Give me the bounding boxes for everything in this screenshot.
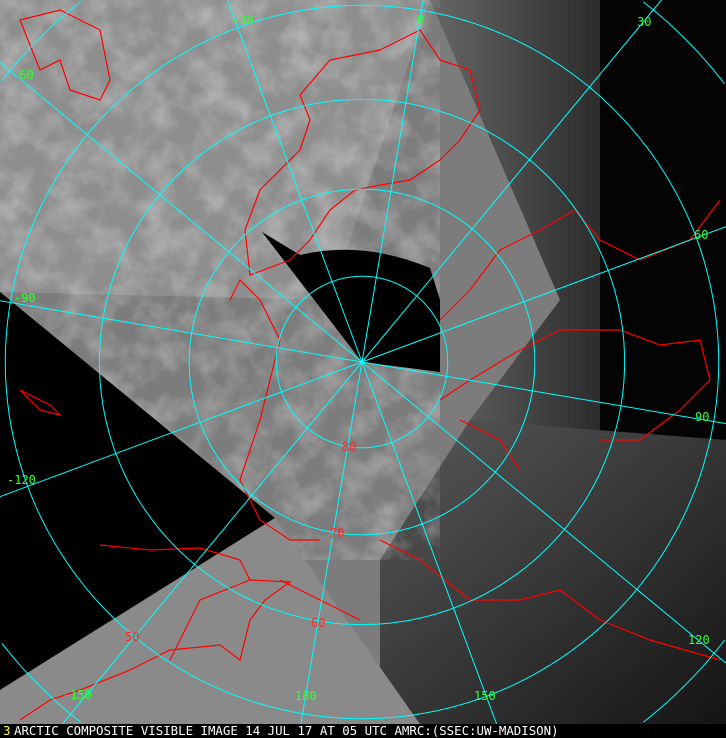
latitude-circle	[1, 1, 82, 82]
frame-number: 3	[3, 723, 11, 738]
latitude-label: 50	[125, 630, 140, 644]
longitude-meridian	[361, 361, 498, 724]
longitude-meridian	[0, 361, 363, 498]
longitude-label: 30	[637, 15, 652, 29]
latitude-circle	[642, 639, 725, 723]
latitude-label: 70	[330, 526, 345, 540]
longitude-label: 0	[417, 13, 425, 27]
coastline-greenland	[244, 29, 481, 276]
no-data-wedge	[0, 292, 275, 690]
coastline-bering	[169, 579, 361, 661]
longitude-label: 150	[474, 689, 496, 703]
coastline-siberia-east	[379, 539, 721, 661]
latitude-circle	[275, 275, 449, 449]
longitude-meridian	[361, 0, 424, 363]
longitude-label: 120	[688, 633, 710, 647]
longitude-meridian	[0, 300, 363, 363]
coastline-island	[19, 389, 62, 417]
longitude-label: 90	[695, 410, 710, 424]
longitude-label: -30	[232, 13, 254, 27]
longitude-meridian	[361, 0, 662, 363]
longitude-label: -150	[63, 688, 92, 702]
latitude-circle	[188, 188, 536, 536]
longitude-meridian	[62, 361, 363, 724]
longitude-label: 60	[694, 228, 709, 242]
latitude-circle	[1, 642, 82, 723]
longitude-meridian	[0, 62, 363, 363]
longitude-label: -120	[7, 473, 36, 487]
latitude-label: 80	[342, 440, 357, 454]
longitude-label: -90	[14, 291, 36, 305]
latitude-circle	[642, 1, 725, 85]
caption-text: ARCTIC COMPOSITE VISIBLE IMAGE 14 JUL 17…	[14, 723, 559, 738]
image-caption-bar: 3 ARCTIC COMPOSITE VISIBLE IMAGE 14 JUL …	[0, 724, 726, 738]
latitude-circle	[98, 98, 626, 626]
longitude-meridian	[361, 226, 726, 363]
longitude-meridian	[361, 361, 726, 664]
coastline-russia	[439, 329, 711, 471]
coastline-canada	[19, 9, 320, 541]
longitude-label: -60	[12, 68, 34, 82]
latitude-label: 60	[311, 616, 326, 630]
polar-no-data-region	[262, 232, 440, 372]
longitude-meridian	[361, 361, 726, 425]
longitude-meridian	[300, 361, 363, 724]
longitude-label: 180	[295, 689, 317, 703]
longitude-meridian	[226, 0, 363, 363]
latitude-circle	[4, 4, 720, 720]
